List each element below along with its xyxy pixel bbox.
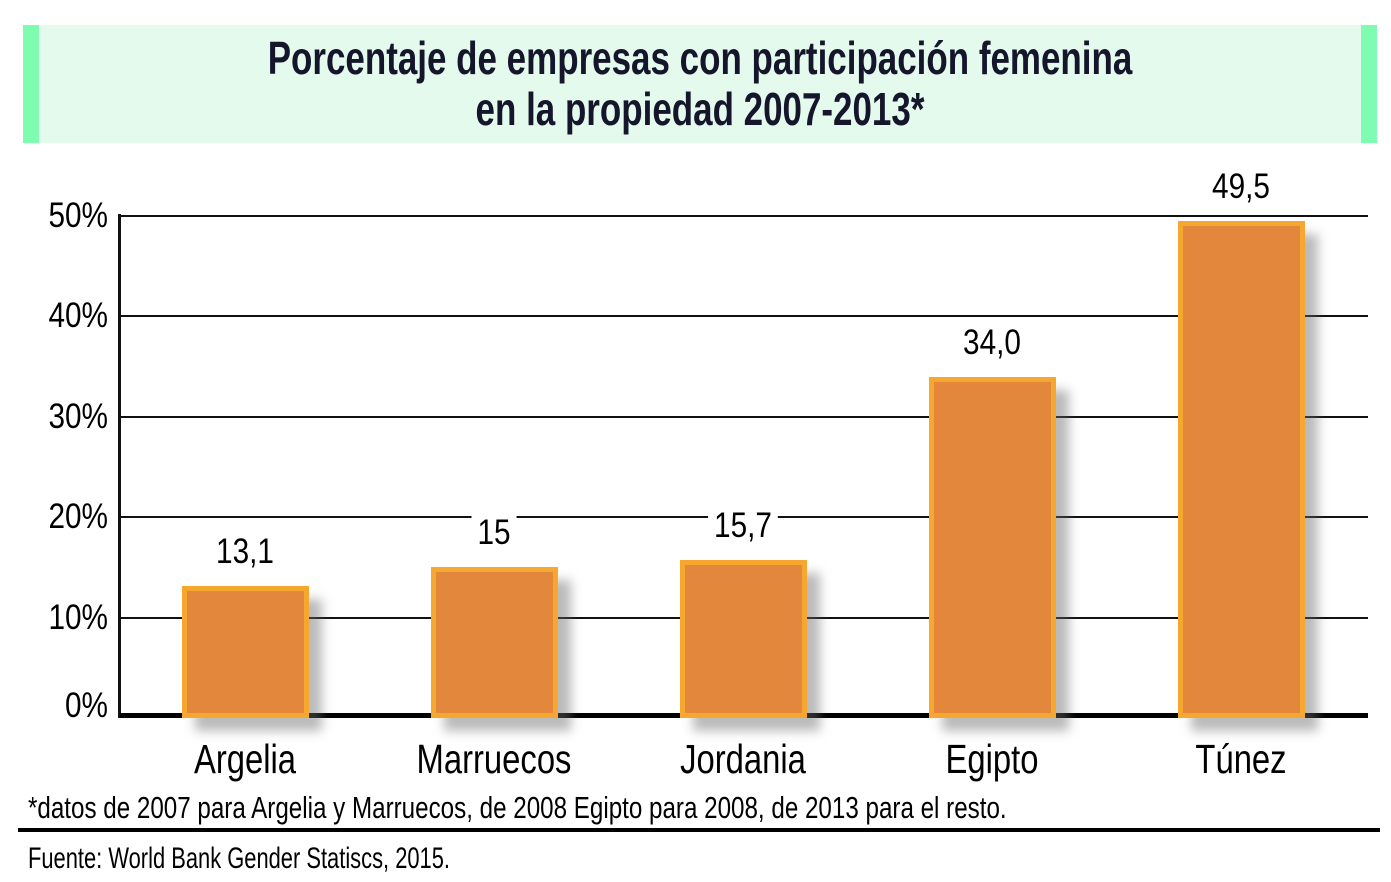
gridline-40% [120,315,1368,318]
y-tick-label-0%: 0% [64,686,108,725]
x-category-label-Marruecos: Marruecos [416,736,572,782]
y-tick-label-50%: 50% [48,196,108,235]
chart-title: Porcentaje de empresas con participación… [23,25,1377,143]
bar-value-label-Egipto: 34,0 [957,323,1027,363]
gridline-30% [120,415,1368,418]
gridline-50% [120,215,1368,217]
x-category-label-Egipto: Egipto [945,736,1039,782]
bar-value-label-Argelia: 13,1 [210,532,280,572]
bar-value-label-Marruecos: 15 [471,513,517,553]
bar-Argelia [181,586,309,718]
bar-Túnez [1177,221,1305,718]
x-category-label-Túnez: Túnez [1195,736,1287,782]
x-category-label-Jordania: Jordania [680,736,806,782]
banner-left-green-strip [23,25,39,143]
bar-Egipto [928,377,1056,718]
bar-Jordania [679,560,807,718]
y-axis-line [118,214,121,718]
footer-divider-line [18,828,1380,832]
chart-title-line2: en la propiedad 2007-2013* [475,83,925,135]
title-banner: Porcentaje de empresas con participación… [23,25,1377,143]
title-banner-background [23,25,1377,143]
banner-right-green-strip [1361,25,1377,143]
chart-title-line1: Porcentaje de empresas con participación… [267,32,1133,84]
bar-value-label-Túnez: 49,5 [1206,167,1276,207]
y-tick-label-30%: 30% [48,396,108,436]
footnote: *datos de 2007 para Argelia y Marruecos,… [28,790,1007,825]
y-tick-label-40%: 40% [48,296,108,336]
y-tick-label-20%: 20% [48,497,108,537]
source-text: Fuente: World Bank Gender Statiscs, 2015… [28,842,451,875]
bar-Marruecos [430,567,558,718]
y-tick-label-10%: 10% [48,597,108,637]
x-category-label-Argelia: Argelia [193,736,297,782]
bar-value-label-Jordania: 15,7 [708,506,778,546]
